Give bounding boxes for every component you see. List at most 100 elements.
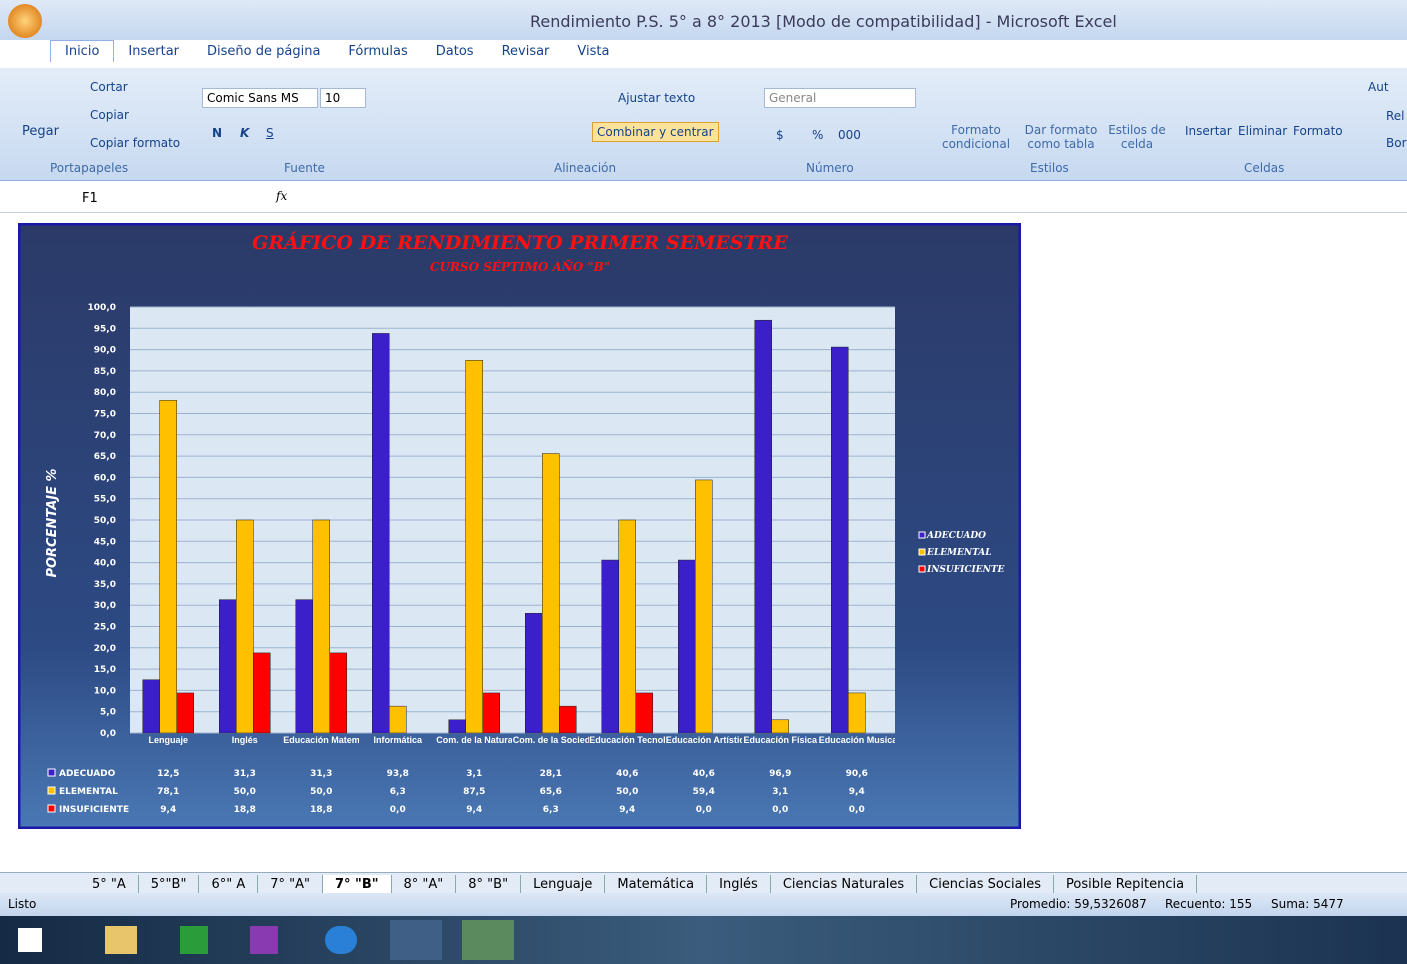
delete[interactable]: Eliminar [1238,124,1287,138]
bar [449,720,466,733]
format[interactable]: Formato [1293,124,1343,138]
fill[interactable]: Rel [1386,109,1405,123]
copy[interactable]: Copiar [90,108,129,122]
legend-key [919,566,925,572]
table-series-name: ELEMENTAL [59,787,118,797]
office-button[interactable] [8,4,42,38]
data-table-value: 9,4 [466,805,482,815]
cell-styles[interactable]: Estilos de celda [1102,123,1172,151]
start-button[interactable] [18,928,42,952]
ribbon-tab[interactable]: Revisar [488,41,564,62]
data-table-value: 9,4 [160,805,176,815]
x-tick-label: Educación Tecnológica [589,735,665,746]
data-table-value: 31,3 [310,769,332,779]
data-table-value: 50,0 [234,787,256,797]
store-icon[interactable] [180,926,208,954]
ribbon-tab[interactable]: Vista [563,41,623,62]
ribbon-tab[interactable]: Datos [422,41,488,62]
ribbon-tab[interactable]: Fórmulas [334,41,421,62]
sheet-tab[interactable]: 6°" A [199,875,258,894]
taskbar [0,916,1407,964]
sheet-tab[interactable]: 8° "A" [392,875,457,894]
clear[interactable]: Bor [1386,136,1407,150]
cut[interactable]: Cortar [90,80,128,94]
bar [177,693,194,733]
bar [848,693,865,733]
excel-icon[interactable] [462,920,514,960]
data-table-value: 0,0 [390,805,406,815]
sheet-tab[interactable]: 7° "B" [323,875,392,894]
data-table-value: 65,6 [540,787,562,797]
sheet-tab[interactable]: 5°"B" [139,875,200,894]
y-tick-label: 90,0 [94,346,116,356]
y-tick-label: 20,0 [94,644,116,654]
group-label: Portapapeles [50,161,128,175]
chart-subtitle: CURSO SÉPTIMO AÑO "B" [430,259,610,274]
bar [143,680,160,733]
italic[interactable]: K [240,126,249,140]
data-table-value: 93,8 [387,769,409,779]
size-box[interactable]: 10 [320,88,366,108]
sheet-tab[interactable]: Lenguaje [521,875,605,894]
x-tick-label: Educación Musical [819,735,895,746]
window-title: Rendimiento P.S. 5° a 8° 2013 [Modo de c… [530,12,1117,31]
data-table-value: 6,3 [543,805,559,815]
sheet-tab[interactable]: 8° "B" [456,875,521,894]
group-label: Fuente [284,161,325,175]
insert[interactable]: Insertar [1185,124,1232,138]
bar [372,333,389,733]
sheet-tab[interactable]: Matemática [605,875,707,894]
legend-key [919,532,925,538]
sheet-tab[interactable]: Inglés [707,875,771,894]
format-table[interactable]: Dar formato como tabla [1020,123,1102,151]
x-tick-label-box: Com. de la Naturaleza [436,735,512,765]
ribbon-tab[interactable]: Diseño de página [193,41,334,62]
merge-center[interactable]: Combinar y centrar [592,122,719,142]
group-label: Número [806,161,854,175]
table-series-name: ADECUADO [59,769,116,779]
y-tick-label: 75,0 [94,410,116,420]
status-average: Promedio: 59,5326087 [1010,897,1147,911]
bar [253,653,270,733]
explorer-icon[interactable] [105,926,137,954]
data-table-value: 0,0 [849,805,865,815]
x-tick-label: Informática [360,735,436,746]
x-tick-label-box: Educación Musical [819,735,895,765]
percent[interactable]: % [812,128,823,142]
ribbon-tab[interactable]: Insertar [114,41,193,62]
sheet-tab[interactable]: 7° "A" [258,875,323,894]
thousands[interactable]: 000 [838,128,861,142]
sheet-tab[interactable]: Ciencias Sociales [917,875,1054,894]
conditional-format[interactable]: Formato condicional [936,123,1016,151]
wrap-text[interactable]: Ajustar texto [618,91,695,105]
word-icon[interactable] [390,920,442,960]
data-table-value: 0,0 [772,805,788,815]
y-tick-label: 55,0 [94,495,116,505]
data-table-value: 50,0 [310,787,332,797]
underline[interactable]: S [266,126,274,140]
bar [525,613,542,733]
app-icon[interactable] [250,926,278,954]
paste[interactable]: Pegar [22,124,59,139]
autosum[interactable]: Aut [1368,80,1389,94]
y-tick-label: 40,0 [94,559,116,569]
fx-button[interactable]: fx [276,189,287,203]
ribbon: Pegar Cortar Copiar Copiar formato Porta… [0,68,1407,181]
y-tick-label: 0,0 [100,729,116,739]
currency[interactable]: $ [776,128,784,142]
font-box[interactable]: Comic Sans MS [202,88,318,108]
bar [466,360,483,733]
table-key [48,787,55,794]
name-box[interactable]: F1 [82,191,98,206]
sheet-tab[interactable]: Ciencias Naturales [771,875,917,894]
number-format[interactable]: General [764,88,916,108]
ie-icon[interactable] [325,926,357,954]
sheet-tab[interactable]: Posible Repitencia [1054,875,1197,894]
ribbon-tab[interactable]: Inicio [50,40,114,62]
bar [619,520,636,733]
format-painter[interactable]: Copiar formato [90,136,180,150]
sheet-tab[interactable]: 5° "A [80,875,139,894]
bold[interactable]: N [212,126,222,140]
y-tick-label: 10,0 [94,686,116,696]
